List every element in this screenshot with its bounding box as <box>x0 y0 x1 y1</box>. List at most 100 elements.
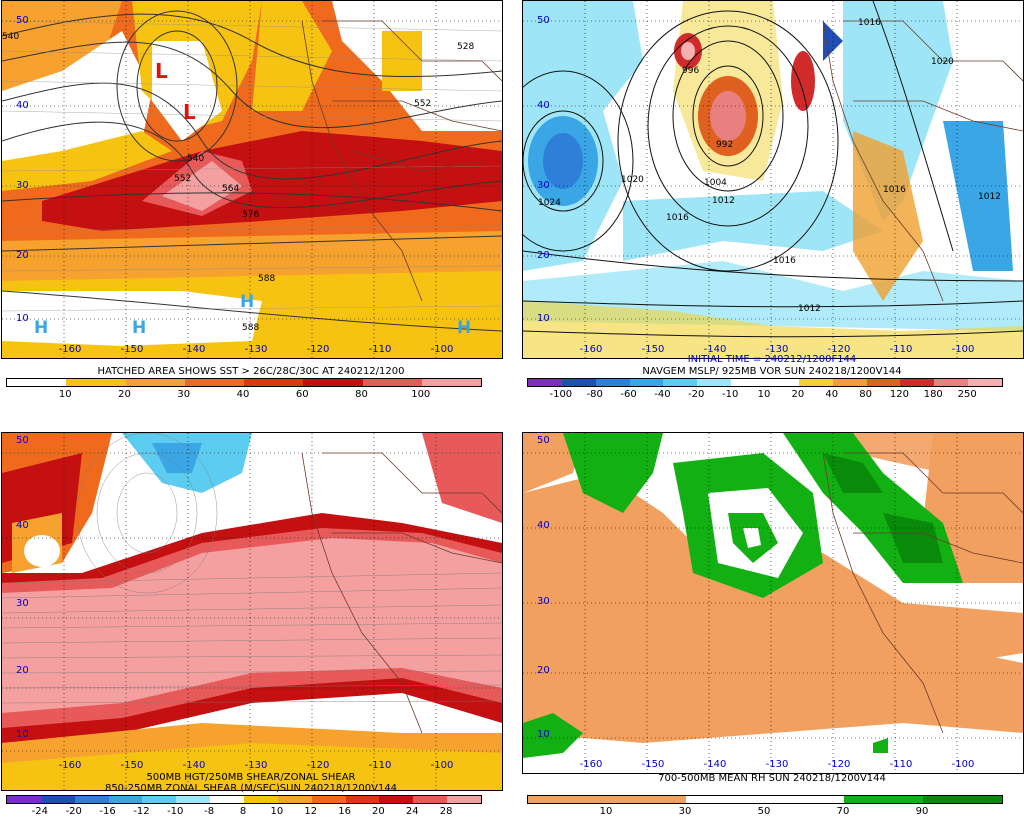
contour-label: 576 <box>242 210 259 220</box>
colorbar-swatch <box>413 796 448 803</box>
colorbar-label: 12 <box>304 806 318 817</box>
contour-label: 1020 <box>621 175 644 185</box>
colorbar-swatch <box>923 796 1002 803</box>
colorbar-label: 40 <box>825 389 839 400</box>
colorbar-swatch <box>7 796 41 803</box>
contour-label: 992 <box>716 140 733 150</box>
colorbar-swatch <box>528 379 562 386</box>
lat-label: 40 <box>16 520 29 531</box>
lon-label: -100 <box>951 759 975 770</box>
colorbar-label: 30 <box>678 806 692 817</box>
colorbar <box>527 795 1003 804</box>
lon-label: -150 <box>120 344 144 355</box>
colorbar-swatch <box>303 379 363 386</box>
lon-label: -110 <box>889 759 913 770</box>
colorbar-swatch <box>125 379 185 386</box>
colorbar-swatch <box>142 796 177 803</box>
colorbar-label: 80 <box>355 389 368 400</box>
lat-label: 10 <box>537 729 550 740</box>
lat-label: 30 <box>16 180 29 191</box>
colorbar-label: 20 <box>791 389 805 400</box>
colorbar-label: 180 <box>923 389 943 400</box>
panel-title: 850-250MB ZONAL SHEAR (M/SEC)SUN 240218/… <box>104 783 398 794</box>
lat-label: 10 <box>16 313 29 324</box>
panel-subtitle: 500MB HGT/250MB SHEAR/ZONAL SHEAR <box>146 772 356 783</box>
lat-label: 20 <box>16 250 29 261</box>
lat-label: 20 <box>537 250 550 261</box>
colorbar-swatch <box>66 379 126 386</box>
panel-title: HATCHED AREA SHOWS SST > 26C/28C/30C AT … <box>97 366 405 377</box>
lon-label: -120 <box>306 760 330 771</box>
colorbar-label: 10 <box>599 806 613 817</box>
colorbar-label: 20 <box>118 389 131 400</box>
lon-label: -110 <box>368 344 392 355</box>
panel-subtitle: INITIAL TIME = 240212/1200F144 <box>687 354 857 365</box>
colorbar-swatch <box>866 379 901 386</box>
lat-label: 10 <box>16 729 29 740</box>
lon-label: -100 <box>951 344 975 355</box>
lon-label: -110 <box>889 344 913 355</box>
colorbar-swatch <box>528 796 607 803</box>
colorbar-swatch <box>629 379 664 386</box>
contour-labels: 1024 1020 1016 1016 1012 1012 1020 1016 … <box>538 18 1001 314</box>
lon-label: -100 <box>430 760 454 771</box>
colorbar-label: 20 <box>372 806 385 817</box>
contour-label: 588 <box>258 274 275 284</box>
colorbar-swatch <box>421 379 481 386</box>
colorbar-label: 16 <box>338 806 351 817</box>
lon-label: -160 <box>579 759 603 770</box>
contour-label: 528 <box>457 42 474 52</box>
colorbar-label: -16 <box>99 806 116 817</box>
lon-label: -140 <box>182 344 206 355</box>
high-symbol: H <box>240 292 254 312</box>
colorbar-label: 90 <box>915 806 929 817</box>
colorbar-swatch <box>900 379 935 386</box>
colorbar-swatch <box>345 796 380 803</box>
lat-label: 30 <box>537 596 550 607</box>
colorbar-label: -10 <box>167 806 184 817</box>
colorbar-label: 120 <box>889 389 909 400</box>
colorbar-label: 8 <box>239 806 247 817</box>
colorbar-swatch <box>447 796 482 803</box>
contour-label: 996 <box>682 66 699 76</box>
contour-label: 540 <box>2 32 19 42</box>
lon-label: -100 <box>430 344 454 355</box>
colorbar-swatch <box>74 796 109 803</box>
lon-label: -140 <box>703 759 727 770</box>
colorbar-swatch <box>561 379 596 386</box>
contour-label: 552 <box>174 174 191 184</box>
colorbar-label: 30 <box>177 389 191 400</box>
colorbar-swatch <box>210 796 245 803</box>
pressure-symbols: L L H H H H <box>34 59 471 338</box>
lon-label: -140 <box>703 344 727 355</box>
colorbar <box>6 795 482 804</box>
colorbar-swatch <box>595 379 630 386</box>
lon-label: -140 <box>182 760 206 771</box>
lon-label: -120 <box>827 344 851 355</box>
colorbar-label: 50 <box>757 806 771 817</box>
lon-label: -150 <box>641 759 665 770</box>
colorbar-swatch <box>686 796 765 803</box>
contour-label: 1024 <box>538 198 561 208</box>
low-symbol: L <box>183 100 196 124</box>
lon-label: -150 <box>641 344 665 355</box>
lon-label: -120 <box>306 344 330 355</box>
colorbar-label: 10 <box>58 389 72 400</box>
high-symbol: H <box>132 318 146 338</box>
colorbar-swatch <box>607 796 686 803</box>
lat-label: 40 <box>537 100 550 111</box>
panel-title: NAVGEM MSLP/ 925MB VOR SUN 240218/1200V1… <box>642 366 902 377</box>
lon-label: -120 <box>827 759 851 770</box>
colorbar-swatch <box>697 379 732 386</box>
lat-label: 30 <box>16 598 29 609</box>
colorbar-label: -12 <box>133 806 150 817</box>
colorbar-swatch <box>379 796 414 803</box>
colorbar-swatch <box>731 379 766 386</box>
contour-labels: 540 552 564 576 588 588 528 540 552 <box>2 32 474 333</box>
contour-label: 1012 <box>798 304 821 314</box>
contour-label: 1020 <box>931 57 954 67</box>
colorbar-swatch <box>765 379 799 386</box>
contour-label: 540 <box>187 154 204 164</box>
colorbar-label: -20 <box>65 806 82 817</box>
contour-label: 1016 <box>666 213 689 223</box>
